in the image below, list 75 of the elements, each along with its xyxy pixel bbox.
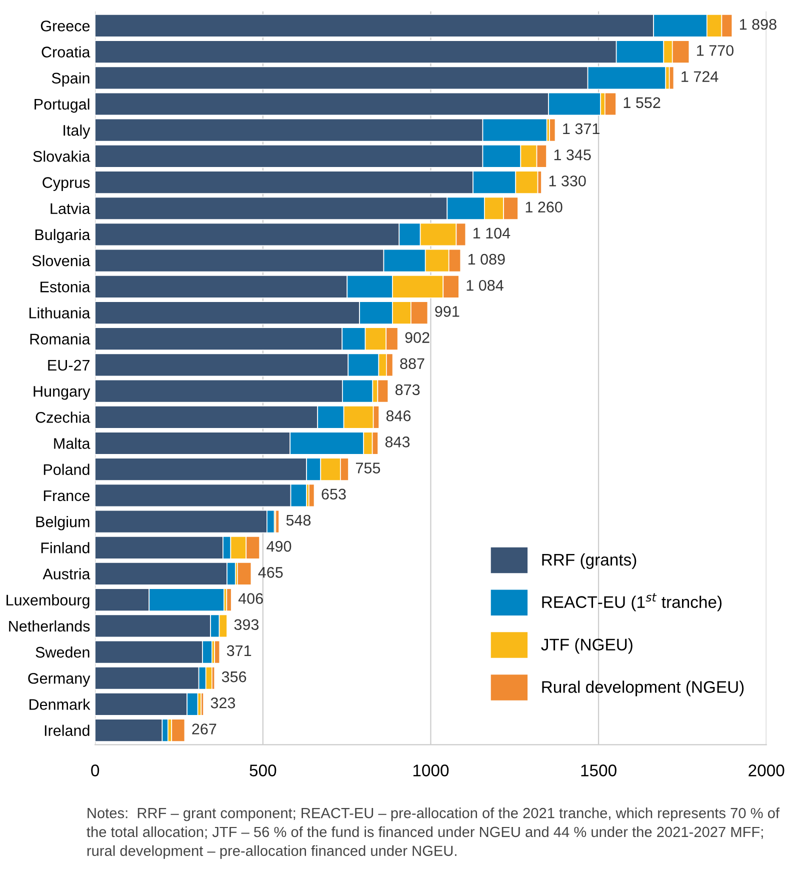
y-tick-label: Malta <box>54 438 90 449</box>
y-tick-label: Luxembourg <box>6 594 90 609</box>
y-tick-label: Denmark <box>30 698 90 710</box>
total-label: 1 084 <box>466 280 504 291</box>
y-tick-label: Poland <box>44 464 90 476</box>
bar <box>604 92 616 116</box>
bar <box>308 484 315 508</box>
y-tick-label: Sweden <box>36 646 90 658</box>
y-tick-label: Lithuania <box>29 307 90 318</box>
total-label: 1 371 <box>563 123 600 134</box>
y-tick-label: Slovakia <box>33 150 90 162</box>
legend-label: JTF (NGEU) <box>541 638 632 654</box>
total-label: 1 089 <box>468 254 505 265</box>
y-tick-label: Latvia <box>50 202 90 214</box>
y-tick-label: Austria <box>42 568 90 580</box>
y-tick-label: Romania <box>30 333 90 345</box>
total-label: 991 <box>435 306 460 317</box>
y-tick-label: Slovenia <box>32 255 90 266</box>
total-label: 1 724 <box>682 71 718 82</box>
total-label: 887 <box>400 358 424 370</box>
x-tick-label: 500 <box>250 764 276 776</box>
total-label: 873 <box>395 384 420 396</box>
legend-label: RRF (grants) <box>542 553 636 569</box>
total-label: 1 770 <box>697 45 734 56</box>
y-tick-label: Germany <box>28 672 90 687</box>
total-label: 267 <box>192 724 216 734</box>
x-tick-label: 2000 <box>748 764 784 776</box>
x-tick-label: 1500 <box>581 764 616 776</box>
y-tick-label: Finland <box>41 542 90 554</box>
bar <box>200 692 204 716</box>
total-label: 1 552 <box>624 97 660 108</box>
total-label: 490 <box>266 540 292 552</box>
y-tick-label: EU-27 <box>48 360 90 371</box>
bar <box>171 718 186 742</box>
total-label: 1 330 <box>549 176 586 186</box>
total-label: 465 <box>258 567 283 578</box>
total-label: 653 <box>322 488 346 500</box>
legend-label: REACT-EU (1$^{st}$ tranche) <box>542 593 722 612</box>
total-label: 406 <box>238 593 263 604</box>
bar <box>236 562 252 586</box>
total-label: 1 898 <box>740 18 776 30</box>
total-label: 371 <box>226 645 252 656</box>
total-label: 393 <box>234 619 259 630</box>
y-tick-label: Ireland <box>44 724 90 736</box>
total-label: 755 <box>356 462 380 474</box>
y-tick-label: Bulgaria <box>35 228 90 244</box>
y-tick-label: Cyprus <box>42 177 90 191</box>
total-label: 548 <box>286 514 311 526</box>
x-tick-label: 1000 <box>413 764 449 776</box>
total-label: 1 104 <box>474 228 510 239</box>
total-label: 843 <box>385 436 410 448</box>
bar <box>214 640 220 664</box>
bar <box>226 588 232 612</box>
y-tick-label: Belgium <box>36 516 90 530</box>
bar <box>549 118 556 142</box>
total-label: 356 <box>222 671 246 682</box>
y-tick-label: France <box>44 490 90 502</box>
bar <box>668 66 674 90</box>
legend-label: Rural development (NGEU) <box>542 680 744 696</box>
y-tick-label: Hungary <box>34 386 90 400</box>
y-tick-label: Croatia <box>42 46 90 58</box>
total-label: 1 260 <box>526 202 562 212</box>
text: Notes: RRF – grant component; REACT-EU – pre-allocation of the 2021 tranche, which represents 70 % of the total allocation; JTF – 56 % of the fund is financed under NGEU and 44 % under the 2021-2027 MFF; rural development – pre-allocation financed under NGEU. <box>86 808 780 859</box>
y-tick-label: Estonia <box>40 281 90 292</box>
y-tick-label: Greece <box>40 20 90 32</box>
y-tick-label: Italy <box>64 124 90 139</box>
y-tick-label: Czechia <box>36 412 90 423</box>
x-tick-label: 0 <box>91 764 100 776</box>
total-label: 902 <box>405 332 430 343</box>
y-tick-label: Portugal <box>34 98 90 113</box>
y-tick-label: Netherlands <box>9 620 90 632</box>
total-label: 846 <box>386 410 411 422</box>
total-label: 1 345 <box>554 149 591 160</box>
total-label: 323 <box>210 698 236 708</box>
y-tick-label: Spain <box>52 72 90 87</box>
